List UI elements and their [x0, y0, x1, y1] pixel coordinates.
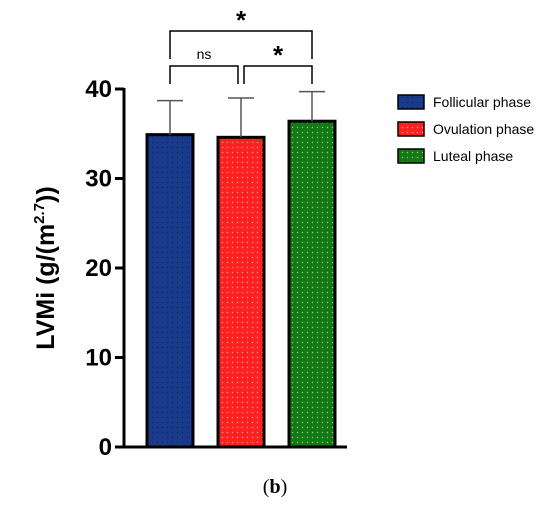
legend-label-1: Ovulation phase: [433, 121, 534, 137]
significance-bracket-1: [243, 65, 313, 84]
panel-label-letter: b: [269, 476, 281, 498]
legend-swatch-texture-0: [399, 96, 423, 108]
legend-swatch-texture-2: [399, 150, 423, 162]
legend-label-0: Follicular phase: [433, 94, 531, 110]
y-tick-label-3: 30: [85, 166, 112, 193]
significance-bracket-2: [169, 30, 313, 59]
legend: Follicular phase Ovulation phase Luteal ph…: [397, 94, 534, 164]
significance-brackets: ns * *: [169, 5, 313, 84]
y-tick-label-2: 20: [85, 255, 112, 282]
panel-label-close: ): [280, 476, 288, 498]
significance-bracket-0: [169, 65, 239, 84]
y-tick-label-4: 40: [85, 76, 112, 103]
significance-label-1: *: [273, 40, 284, 70]
bar-texture-0: [148, 136, 192, 446]
bar-texture-2: [290, 122, 334, 446]
legend-label-2: Luteal phase: [433, 148, 513, 164]
y-axis-label-exponent: 2.7: [31, 203, 48, 224]
panel-label-open: (: [262, 476, 270, 498]
bar-texture-1: [219, 138, 263, 446]
y-axis-label-end: )): [32, 186, 60, 203]
y-tick-label-1: 10: [85, 345, 112, 372]
significance-label-2: *: [236, 5, 247, 35]
bars: [145, 119, 337, 449]
significance-label-0: ns: [197, 46, 212, 62]
panel-label: (b): [0, 476, 550, 499]
y-axis-label: LVMi (g/(m2.7)): [31, 186, 60, 349]
y-axis-label-main: LVMi (g/(m: [32, 224, 60, 350]
y-tick-label-0: 0: [99, 434, 112, 461]
legend-swatch-texture-1: [399, 123, 423, 135]
error-bars: [157, 90, 325, 138]
